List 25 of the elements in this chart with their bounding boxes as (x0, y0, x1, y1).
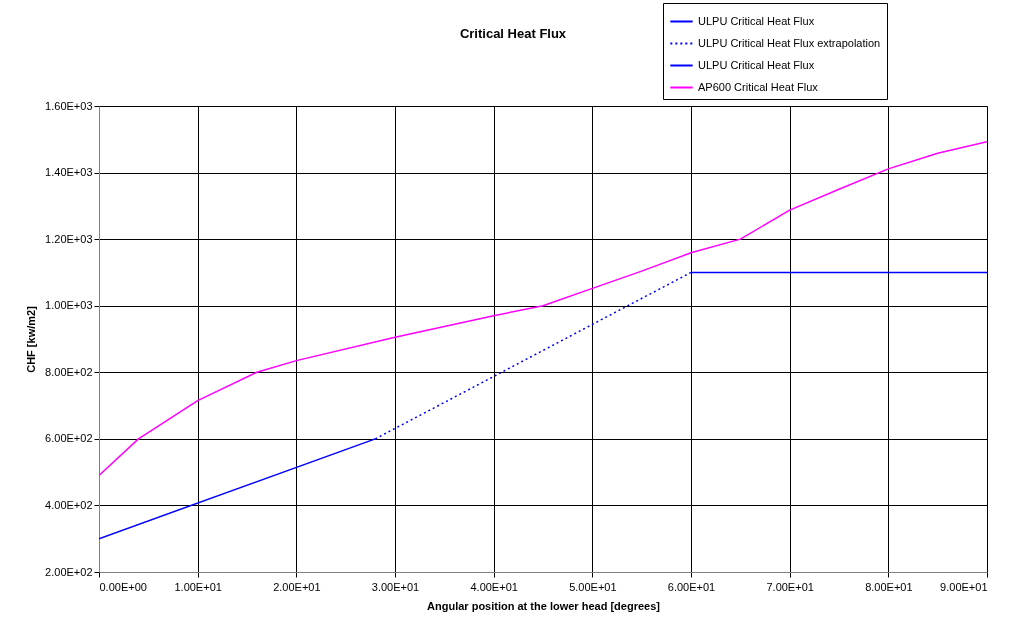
legend-label: ULPU Critical Heat Flux (698, 58, 815, 71)
y-tick-label: 1.60E+03 (45, 99, 93, 112)
x-axis-title: Angular position at the lower head [degrees] (427, 599, 661, 612)
x-tick-label: 0.00E+00 (99, 580, 147, 593)
x-tick-label: 6.00E+01 (667, 580, 716, 593)
y-axis-title: CHF [kw/m2] (25, 305, 38, 373)
x-tick-label: 3.00E+01 (371, 580, 420, 593)
x-tick-label: 5.00E+01 (569, 580, 617, 593)
y-tick-label: 2.00E+02 (45, 565, 93, 578)
legend-label: ULPU Critical Heat Flux (698, 14, 815, 27)
legend-label: ULPU Critical Heat Flux extrapolation (698, 36, 881, 49)
y-tick-label: 1.00E+03 (45, 299, 93, 312)
x-tick-label: 2.00E+01 (273, 580, 321, 593)
y-tick-label: 4.00E+02 (45, 498, 93, 511)
y-tick-label: 1.20E+03 (45, 232, 93, 245)
x-tick-label: 8.00E+01 (865, 580, 913, 593)
y-tick-label: 1.40E+03 (45, 166, 93, 179)
legend-label: AP600 Critical Heat Flux (698, 80, 819, 93)
chart-title: Critical Heat Flux (459, 25, 567, 41)
x-tick-label: 4.00E+01 (470, 580, 518, 593)
y-tick-label: 8.00E+02 (45, 365, 93, 378)
x-tick-label: 1.00E+01 (174, 580, 222, 593)
x-tick-label: 7.00E+01 (766, 580, 814, 593)
x-tick-label: 9.00E+01 (940, 580, 988, 593)
y-tick-label: 6.00E+02 (45, 432, 93, 445)
